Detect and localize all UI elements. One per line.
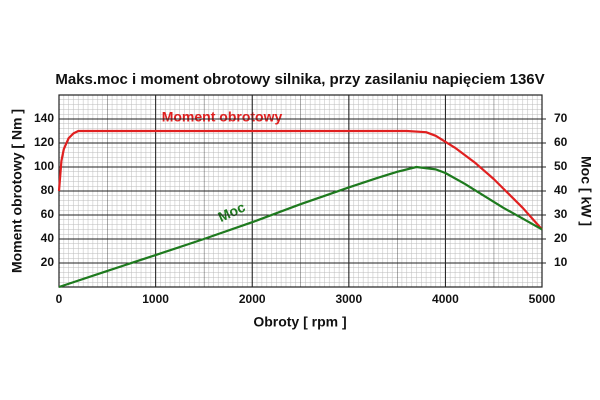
y-tick-label: 120 [34, 135, 54, 149]
y-tick-label: 80 [41, 183, 55, 197]
x-tick-label: 2000 [239, 292, 266, 306]
chart-title: Maks.moc i moment obrotowy silnika, przy… [55, 71, 544, 88]
y-tick-label: 100 [34, 159, 54, 173]
y-tick-label: 60 [41, 207, 55, 221]
x-tick-label: 4000 [432, 292, 459, 306]
y-tick-label: 40 [41, 231, 55, 245]
x-tick-label: 0 [56, 292, 63, 306]
y2-tick-label: 50 [554, 159, 568, 173]
y2-tick-label: 60 [554, 135, 568, 149]
x-axis-label: Obroty [ rpm ] [253, 314, 346, 330]
x-tick-label: 1000 [142, 292, 169, 306]
y2-tick-label: 40 [554, 183, 568, 197]
x-tick-label: 3000 [335, 292, 362, 306]
series-annotation: Moment obrotowy [162, 109, 283, 125]
y2-tick-label: 70 [554, 111, 568, 125]
y-axis-label: Moment obrotowy [ Nm ] [9, 109, 25, 273]
series-line [58, 165, 543, 289]
y-tick-label: 20 [41, 255, 55, 269]
series-line [57, 129, 543, 231]
y2-axis-label: Moc [ kW ] [578, 156, 594, 226]
x-tick-label: 5000 [529, 292, 556, 306]
y2-tick-label: 30 [554, 207, 568, 221]
y-tick-label: 140 [34, 111, 54, 125]
y2-tick-label: 10 [554, 255, 568, 269]
y2-tick-label: 20 [554, 231, 568, 245]
